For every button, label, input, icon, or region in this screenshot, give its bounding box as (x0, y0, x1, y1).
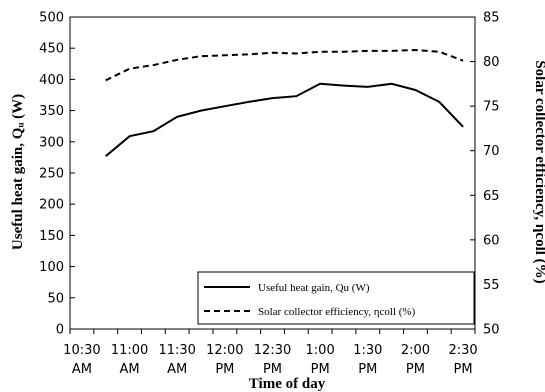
right-tick-label: 60 (483, 233, 500, 248)
x-tick-label-period: AM (167, 362, 187, 377)
x-tick-label-time: 12:00 (206, 343, 243, 358)
x-tick-label-period: PM (406, 362, 425, 377)
right-y-axis-title: Solar collector efficiency, ηcoll (%) (532, 60, 545, 283)
right-tick-label: 50 (483, 323, 500, 338)
x-tick-label-time: 11:00 (111, 343, 148, 358)
left-tick-label: 400 (39, 73, 64, 88)
left-tick-label: 500 (39, 11, 64, 26)
right-tick-label: 65 (483, 189, 500, 204)
x-tick-label-time: 11:30 (158, 343, 195, 358)
legend-label: Solar collector efficiency, ηcoll (%) (258, 306, 416, 318)
x-tick-label-period: PM (454, 362, 473, 377)
left-tick-label: 450 (39, 42, 64, 57)
left-tick-label: 350 (39, 104, 64, 119)
x-tick-label-period: AM (120, 362, 140, 377)
x-axis: 10:30 AM 11:00 AM 11:30 AM 12:00 PM 12:30 PM 1:00 P… (63, 329, 478, 377)
left-tick-label: 250 (39, 167, 64, 182)
series-layer (105, 48, 464, 157)
series-collector-efficiency-line (105, 48, 464, 82)
left-y-axis-title: Useful heat gain, Qᵤ (W) (10, 94, 26, 250)
series-useful-heat-gain-line (105, 82, 464, 157)
left-tick-label: 300 (39, 135, 64, 150)
legend-label: Useful heat gain, Qu (W) (258, 282, 370, 294)
x-tick-label-time: 1:00 (306, 343, 335, 358)
left-y-axis: 0 50 100 150 200 250 300 350 400 450 500 (39, 11, 75, 338)
x-tick-label-period: PM (215, 362, 234, 377)
right-tick-label: 85 (483, 11, 500, 26)
x-tick-label-time: 2:00 (401, 343, 430, 358)
right-y-axis: 50 55 60 65 70 75 80 85 (470, 11, 500, 338)
x-tick-label-period: PM (311, 362, 330, 377)
right-tick-label: 70 (483, 144, 500, 159)
left-tick-label: 150 (39, 229, 64, 244)
x-tick-label-time: 1:30 (353, 343, 382, 358)
legend-box (197, 271, 475, 325)
left-tick-label: 0 (56, 323, 64, 338)
legend: Useful heat gain, Qu (W) Solar collector … (197, 271, 475, 325)
right-tick-label: 75 (483, 100, 500, 115)
left-tick-label: 50 (47, 291, 64, 306)
x-tick-label-period: AM (72, 362, 92, 377)
x-axis-title: Time of day (249, 376, 326, 392)
x-tick-label-time: 2:30 (448, 343, 477, 358)
x-tick-label-period: PM (358, 362, 377, 377)
right-tick-label: 80 (483, 55, 500, 70)
x-tick-label-time: 12:30 (254, 343, 291, 358)
left-tick-label: 100 (39, 260, 64, 275)
x-tick-label-period: PM (263, 362, 282, 377)
right-tick-label: 55 (483, 278, 500, 293)
left-tick-label: 200 (39, 198, 64, 213)
x-tick-label-time: 10:30 (63, 343, 100, 358)
